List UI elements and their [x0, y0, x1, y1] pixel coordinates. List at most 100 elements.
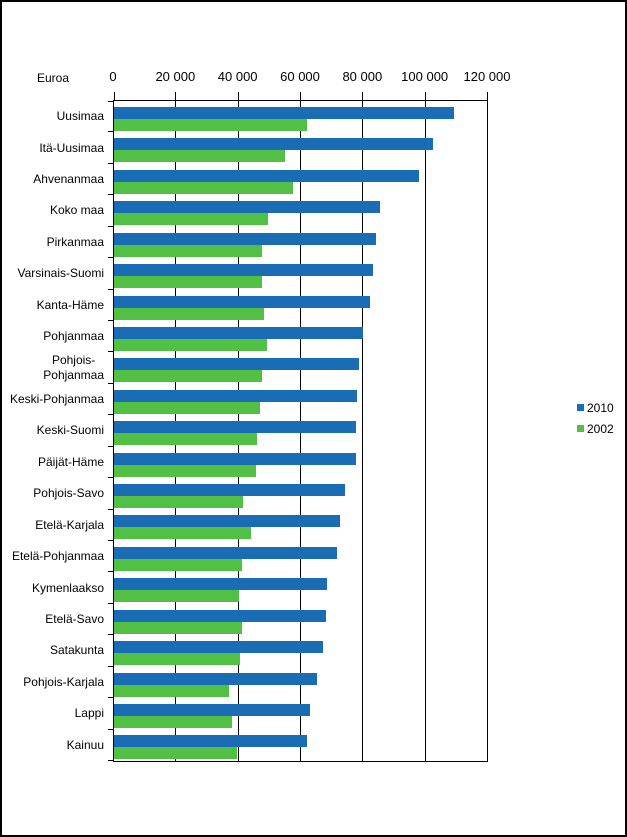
bar-2002: [114, 747, 238, 760]
bar-2002: [114, 244, 263, 257]
bar-2002: [114, 653, 241, 666]
bar-2002: [114, 433, 258, 446]
y-axis-tick-mark: [108, 697, 114, 699]
x-axis-tick-mark: [175, 92, 177, 101]
y-axis-tick-mark: [108, 101, 114, 102]
y-axis-tick-mark: [108, 194, 114, 196]
bar-2010: [114, 107, 454, 119]
bar-2002: [114, 150, 286, 163]
legend-item-2002: 2002: [577, 418, 614, 439]
y-axis-tick-mark: [108, 414, 114, 416]
category-label: Kainuu: [66, 737, 104, 752]
legend-swatch: [577, 404, 584, 411]
bar-2010: [114, 452, 356, 465]
bar-2010: [114, 672, 317, 685]
axis-unit-label: Euroa: [37, 71, 70, 85]
bar-2010: [114, 484, 345, 497]
gridline: [424, 101, 426, 761]
category-row: Kainuu: [67, 729, 488, 760]
bar-2010: [114, 735, 308, 748]
category-row: Keski-Suomi: [37, 415, 488, 446]
category-label: Keski-Pohjanmaa: [9, 392, 104, 406]
gridline: [487, 101, 488, 761]
bar-2010: [114, 326, 364, 339]
bar-2010: [114, 704, 311, 717]
plot-area: Uusimaa Itä-Uusimaa Ahvenanmaa Koko maa Pirk…: [10, 92, 488, 762]
bar-2010: [114, 232, 376, 245]
category-row: Pirkanmaa: [47, 227, 488, 258]
legend-item-2010: 2010: [577, 397, 614, 418]
category-row: Itä-Uusimaa: [39, 132, 488, 163]
x-axis-tick-mark: [487, 92, 488, 101]
y-axis-tick-mark: [108, 539, 114, 541]
x-axis-tick-mark: [114, 92, 115, 101]
x-axis-tick-mark: [424, 92, 426, 101]
legend-swatch: [577, 425, 584, 432]
bar-2002: [114, 276, 263, 289]
y-axis-tick-mark: [108, 665, 114, 667]
y-axis-tick-mark: [108, 257, 114, 259]
legend: 2010 2002: [577, 397, 614, 439]
bar-rows: Uusimaa Itä-Uusimaa Ahvenanmaa Koko maa Pirk…: [10, 101, 488, 761]
category-row: Uusimaa: [57, 101, 488, 132]
category-row: Ahvenanmaa: [33, 164, 488, 195]
legend-label: 2002: [587, 421, 614, 436]
bar-2010: [114, 138, 434, 151]
category-row: Satakunta: [50, 635, 488, 666]
category-row: Lappi: [75, 698, 488, 729]
bar-2010: [114, 641, 323, 654]
category-row: Pohjanmaa: [43, 321, 488, 352]
category-label: Varsinais-Suomi: [17, 266, 104, 281]
x-axis-tick-mark: [300, 92, 301, 101]
x-tick-label: 60 000: [280, 69, 320, 84]
bar-2010: [114, 169, 420, 182]
x-axis-tick-labels: 0 20 000 40 000 60 000 80 000 100 000 120 000: [109, 69, 510, 85]
x-tick-label: 120 000: [463, 69, 511, 84]
category-label: Kymenlaakso: [31, 580, 104, 595]
y-axis-tick-mark: [108, 571, 114, 573]
category-row: Kanta-Häme: [37, 290, 488, 321]
category-label: Pohjois- Pohjanmaa: [43, 353, 104, 383]
category-label: Päijät-Häme: [37, 454, 104, 469]
bar-2010: [114, 609, 326, 622]
bar-2002: [114, 181, 294, 194]
y-axis-tick-mark: [108, 508, 114, 510]
bar-2002: [114, 401, 261, 414]
bar-2010: [114, 201, 381, 214]
y-axis-tick-mark: [108, 288, 114, 290]
y-axis-tick-mark: [108, 131, 114, 133]
category-label: Pohjois-Karjala: [23, 674, 104, 689]
y-axis-tick-mark: [108, 634, 114, 636]
y-axis-tick-mark: [108, 477, 114, 479]
bar-2002: [114, 338, 267, 351]
bar-2002: [114, 527, 252, 540]
bar-2002: [114, 684, 230, 697]
category-row: Kymenlaakso: [32, 572, 488, 603]
y-axis-tick-mark: [108, 319, 114, 321]
category-label: Etelä-Karjala: [35, 517, 104, 532]
category-label: Pohjois-Savo: [33, 486, 104, 501]
bar-2002: [114, 370, 263, 383]
y-axis-tick-mark: [108, 382, 114, 384]
category-label: Kanta-Häme: [36, 297, 104, 312]
category-label: Pirkanmaa: [46, 234, 104, 249]
bar-2002: [114, 496, 244, 509]
gridline: [362, 101, 364, 761]
bar-2010: [114, 546, 337, 559]
category-label: Uusimaa: [56, 109, 104, 124]
category-label: Lappi: [74, 706, 104, 721]
category-label: Itä-Uusimaa: [39, 140, 104, 155]
bar-2010: [114, 389, 358, 402]
x-axis-tick-mark: [237, 92, 239, 101]
bar-2010: [114, 421, 356, 434]
bar-2002: [114, 464, 256, 477]
x-tick-label: 0: [109, 69, 117, 84]
category-label: Pohjanmaa: [43, 329, 104, 344]
category-row: Pohjois-Karjala: [23, 667, 488, 698]
category-row: Varsinais-Suomi: [18, 258, 488, 289]
bar-2010: [114, 358, 359, 371]
legend-label: 2010: [587, 400, 614, 415]
category-row: Etelä-Karjala: [35, 509, 488, 540]
category-label: Keski-Suomi: [36, 423, 104, 438]
